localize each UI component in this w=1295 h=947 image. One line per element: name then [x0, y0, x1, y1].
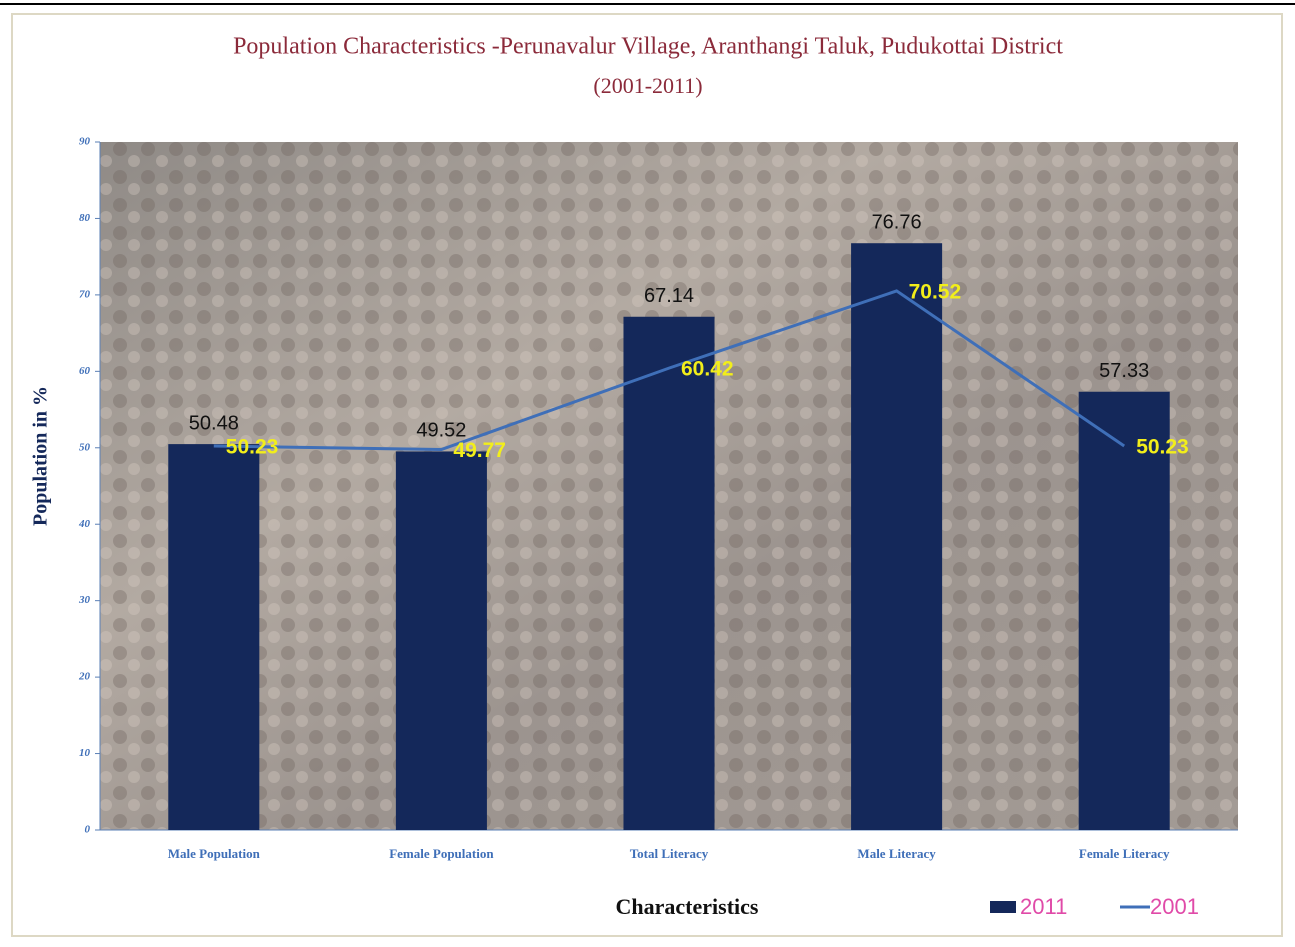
chart: Population Characteristics -Perunavalur … — [0, 0, 1295, 942]
x-tick-label: Total Literacy — [630, 846, 709, 861]
line-value-label: 60.42 — [681, 358, 734, 381]
x-axis-label: Characteristics — [616, 894, 759, 919]
y-tick-label: 60 — [79, 365, 91, 377]
y-tick-label: 40 — [78, 518, 91, 530]
legend-label: 2001 — [1150, 894, 1199, 919]
y-tick-label: 90 — [79, 136, 91, 148]
y-axis-label: Population in % — [30, 386, 52, 526]
y-tick-label: 20 — [78, 671, 91, 683]
page: Population Characteristics -Perunavalur … — [0, 0, 1295, 947]
x-tick-label: Male Literacy — [857, 846, 936, 861]
y-tick-label: 10 — [79, 747, 91, 759]
y-tick-label: 30 — [78, 594, 91, 606]
y-tick-label: 70 — [79, 288, 91, 300]
bar-value-label: 57.33 — [1099, 360, 1149, 382]
line-value-label: 70.52 — [909, 280, 962, 303]
bar — [623, 317, 714, 830]
chart-title: Population Characteristics -Perunavalur … — [233, 34, 1063, 60]
line-value-label: 50.23 — [1136, 436, 1189, 459]
y-tick-label: 80 — [79, 212, 91, 224]
x-tick-label: Male Population — [168, 846, 261, 861]
bar — [168, 444, 259, 830]
bar-value-label: 67.14 — [644, 285, 694, 307]
x-tick-label: Female Literacy — [1079, 846, 1170, 861]
bar — [396, 451, 487, 830]
bar-value-label: 76.76 — [872, 211, 922, 233]
x-tick-label: Female Population — [389, 846, 494, 861]
line-value-label: 50.23 — [226, 436, 279, 459]
y-tick-label: 0 — [85, 824, 91, 836]
legend-swatch — [990, 901, 1016, 913]
chart-subtitle: (2001-2011) — [593, 73, 702, 98]
legend-label: 2011 — [1020, 894, 1067, 919]
bar — [851, 243, 942, 830]
bar-value-label: 50.48 — [189, 412, 239, 434]
y-tick-label: 50 — [79, 441, 91, 453]
line-value-label: 49.77 — [453, 439, 506, 462]
